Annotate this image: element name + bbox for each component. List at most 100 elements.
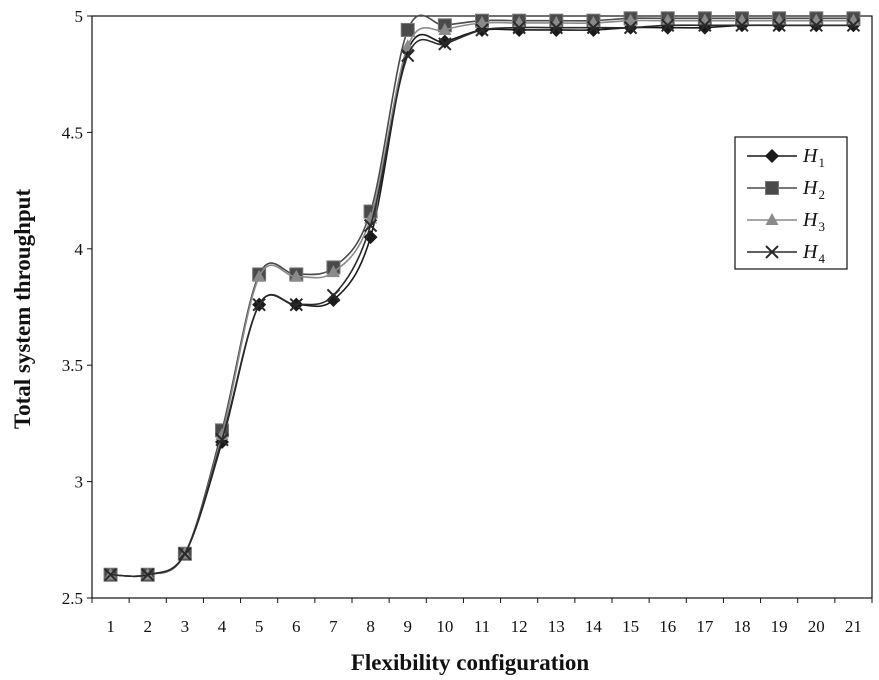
series-line	[110, 24, 854, 578]
data-point	[735, 18, 749, 33]
series-line	[110, 24, 854, 578]
x-tick-label: 5	[255, 617, 264, 636]
series-1	[103, 18, 861, 582]
legend-box	[734, 136, 848, 270]
x-marker-stroke	[765, 245, 779, 259]
legend-label: H4	[802, 241, 825, 266]
x-marker-stroke	[326, 288, 341, 303]
x-tick-label: 8	[366, 617, 375, 636]
data-point	[363, 218, 378, 233]
data-point	[326, 293, 341, 308]
x-tick-label: 13	[548, 617, 565, 636]
y-tick-label: 4.5	[62, 123, 83, 142]
plot-area-border	[91, 15, 873, 599]
x-marker-stroke	[215, 432, 229, 447]
legend-label-name: H	[802, 145, 819, 167]
legend-item: H2	[747, 177, 825, 202]
y-axis-label: Total system throughput	[10, 189, 35, 430]
data-point	[475, 23, 489, 37]
legend-item: H4	[747, 241, 825, 266]
data-point	[623, 20, 638, 35]
legend-marker	[765, 245, 779, 259]
x-tick-label: 1	[106, 617, 115, 636]
data-point	[363, 230, 378, 245]
x-tick-label: 11	[474, 617, 490, 636]
data-point	[252, 269, 266, 282]
x-tick-label: 10	[436, 617, 453, 636]
data-point	[215, 432, 229, 447]
series-line	[110, 14, 854, 578]
data-point	[401, 48, 415, 63]
y-axis-ticks: 2.5 3 3.5 4 4.5 5	[62, 7, 92, 608]
x-marker-stroke	[698, 18, 712, 33]
data-point	[252, 297, 266, 312]
data-point	[289, 269, 303, 282]
x-tick-label: 18	[734, 617, 751, 636]
x-marker-stroke	[661, 18, 675, 33]
data-point	[512, 20, 526, 35]
x-marker-stroke	[252, 297, 266, 312]
legend-marker	[765, 213, 779, 225]
data-point	[661, 18, 675, 33]
legend-label-subscript: 3	[818, 219, 825, 234]
x-tick-label: 21	[845, 617, 862, 636]
x-marker-stroke	[363, 218, 378, 233]
y-tick-label: 2.5	[62, 589, 83, 608]
y-tick-label: 3.5	[62, 356, 83, 375]
x-tick-label: 14	[585, 617, 603, 636]
y-tick-label: 4	[75, 240, 84, 259]
legend-label-subscript: 1	[818, 155, 825, 170]
y-tick-label: 5	[75, 7, 84, 26]
data-point	[289, 297, 303, 312]
x-tick-label: 12	[511, 617, 528, 636]
data-point	[141, 568, 155, 582]
x-tick-label: 15	[622, 617, 639, 636]
legend-label-subscript: 2	[818, 187, 825, 202]
data-point	[326, 265, 340, 278]
series-3	[104, 13, 860, 580]
x-marker-stroke	[586, 20, 601, 35]
data-point	[475, 15, 489, 28]
data-point	[624, 13, 638, 26]
legend-label-name: H	[802, 177, 819, 199]
x-marker-stroke	[475, 23, 489, 37]
data-point	[809, 18, 823, 33]
x-axis-ticks: 1 2 3 4 5 6 7 8 9 10 11 12 13 14 15 16 17 18 19 20 21	[91, 598, 873, 636]
legend-item: H3	[747, 209, 825, 234]
data-point	[698, 18, 712, 33]
x-marker-stroke	[401, 48, 415, 63]
x-marker-stroke	[438, 37, 452, 51]
legend-label-name: H	[802, 209, 819, 231]
x-tick-label: 6	[292, 617, 301, 636]
x-marker-stroke	[846, 18, 861, 33]
data-point	[438, 37, 452, 51]
series-layer	[103, 11, 861, 582]
data-point	[103, 568, 118, 582]
x-marker-stroke	[289, 297, 303, 312]
data-point	[586, 20, 601, 35]
x-marker-stroke	[103, 568, 118, 582]
legend-marker	[765, 149, 779, 163]
series-4	[103, 18, 861, 582]
data-point	[400, 22, 415, 37]
x-marker-stroke	[512, 20, 526, 35]
x-marker-stroke	[178, 547, 192, 561]
x-axis-label: Flexibility configuration	[351, 650, 590, 675]
data-point	[549, 20, 563, 35]
x-marker-stroke	[623, 20, 638, 35]
legend-label-name: H	[802, 241, 819, 263]
x-tick-label: 4	[218, 617, 227, 636]
x-tick-label: 19	[771, 617, 788, 636]
x-marker-stroke	[772, 18, 786, 33]
legend-label: H1	[802, 145, 825, 170]
x-tick-label: 17	[696, 617, 714, 636]
x-marker-stroke	[735, 18, 749, 33]
x-tick-label: 3	[181, 617, 190, 636]
data-point	[178, 547, 192, 561]
legend-label: H2	[802, 177, 825, 202]
x-tick-label: 7	[329, 617, 338, 636]
legend-marker	[765, 181, 779, 195]
x-tick-label: 20	[808, 617, 825, 636]
x-tick-label: 9	[403, 617, 412, 636]
x-tick-label: 16	[659, 617, 676, 636]
